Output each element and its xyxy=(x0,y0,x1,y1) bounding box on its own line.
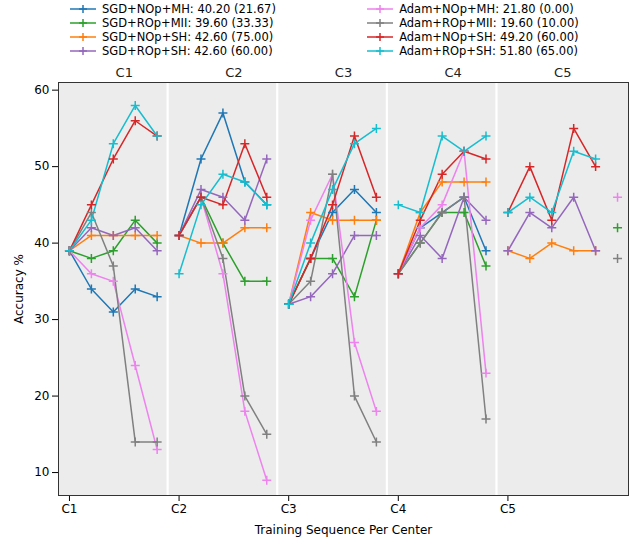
svg-text:C3: C3 xyxy=(281,502,297,516)
svg-text:C4: C4 xyxy=(390,502,406,516)
html-text:Adam+ROp+MII: 19.60 (10.00): Adam+ROp+MII: 19.60 (10.00) xyxy=(399,16,579,30)
svg-text:C3: C3 xyxy=(335,65,352,80)
html-text:Adam+ROp+SH: 51.80 (65.00): Adam+ROp+SH: 51.80 (65.00) xyxy=(399,44,578,58)
svg-text:C1: C1 xyxy=(116,65,133,80)
svg-text:20: 20 xyxy=(34,389,49,403)
svg-text:50: 50 xyxy=(34,159,49,173)
svg-text:40: 40 xyxy=(34,236,49,250)
svg-text:30: 30 xyxy=(34,312,49,326)
svg-text:Training Sequence Per Center: Training Sequence Per Center xyxy=(254,523,433,537)
svg-text:C5: C5 xyxy=(500,502,516,516)
html-text:Adam+NOp+MH: 21.80 (0.00): Adam+NOp+MH: 21.80 (0.00) xyxy=(399,2,574,16)
html-text:SGD+ROp+MII: 39.60 (33.33): SGD+ROp+MII: 39.60 (33.33) xyxy=(102,16,274,30)
html-text:SGD+NOp+SH: 42.60 (75.00): SGD+NOp+SH: 42.60 (75.00) xyxy=(102,30,274,44)
svg-text:C2: C2 xyxy=(225,65,242,80)
svg-text:C5: C5 xyxy=(554,65,571,80)
svg-text:C1: C1 xyxy=(61,502,77,516)
html-text:Adam+NOp+SH: 49.20 (60.00): Adam+NOp+SH: 49.20 (60.00) xyxy=(399,30,579,44)
svg-text:C4: C4 xyxy=(444,65,461,80)
svg-text:60: 60 xyxy=(34,83,49,97)
svg-text:10: 10 xyxy=(34,465,49,479)
html-text:SGD+ROp+SH: 42.60 (60.00): SGD+ROp+SH: 42.60 (60.00) xyxy=(102,44,273,58)
svg-text:Accuracy %: Accuracy % xyxy=(12,254,26,324)
svg-text:C2: C2 xyxy=(171,502,187,516)
html-text:SGD+NOp+MH: 40.20 (21.67): SGD+NOp+MH: 40.20 (21.67) xyxy=(102,2,276,16)
